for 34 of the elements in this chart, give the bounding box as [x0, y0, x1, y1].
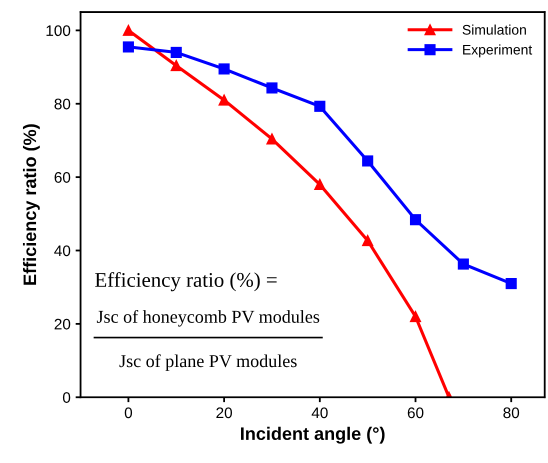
point [218, 63, 230, 74]
point [410, 214, 422, 226]
legend-label: Simulation [462, 24, 526, 35]
y-tick-label: 100 [46, 25, 70, 36]
x-tick-label: 20 [216, 407, 232, 418]
annotation: Efficiency ratio (%) = [95, 272, 277, 292]
x-tick-label: 60 [408, 407, 424, 418]
point [410, 310, 422, 322]
point [122, 24, 134, 36]
y-tick-label: 80 [54, 98, 70, 110]
y-tick-label: 0 [62, 392, 70, 403]
annotation: Jsc of honeycomb PV modules [96, 310, 320, 327]
annotation: Jsc of plane PV modules [119, 354, 297, 371]
x-tick-label: 0 [124, 407, 132, 418]
point [122, 41, 134, 52]
x-axis-title: Incident angle (°) [241, 426, 385, 444]
point [506, 278, 517, 290]
y-tick-label: 20 [54, 318, 70, 330]
y-tick-label: 40 [54, 245, 70, 256]
point [170, 60, 182, 72]
x-tick-label: 40 [312, 407, 328, 418]
point [266, 82, 278, 94]
y-axis-title: Efficiency ratio (%) [22, 124, 40, 285]
x-tick-label: 80 [503, 407, 520, 418]
point [362, 235, 374, 246]
point [314, 100, 326, 112]
point [218, 94, 230, 106]
point [266, 133, 278, 145]
point [362, 155, 374, 167]
point [458, 258, 469, 270]
point [170, 46, 182, 58]
y-tick-label: 60 [54, 172, 70, 183]
legend-label: Experiment [463, 44, 532, 58]
point [314, 178, 326, 190]
